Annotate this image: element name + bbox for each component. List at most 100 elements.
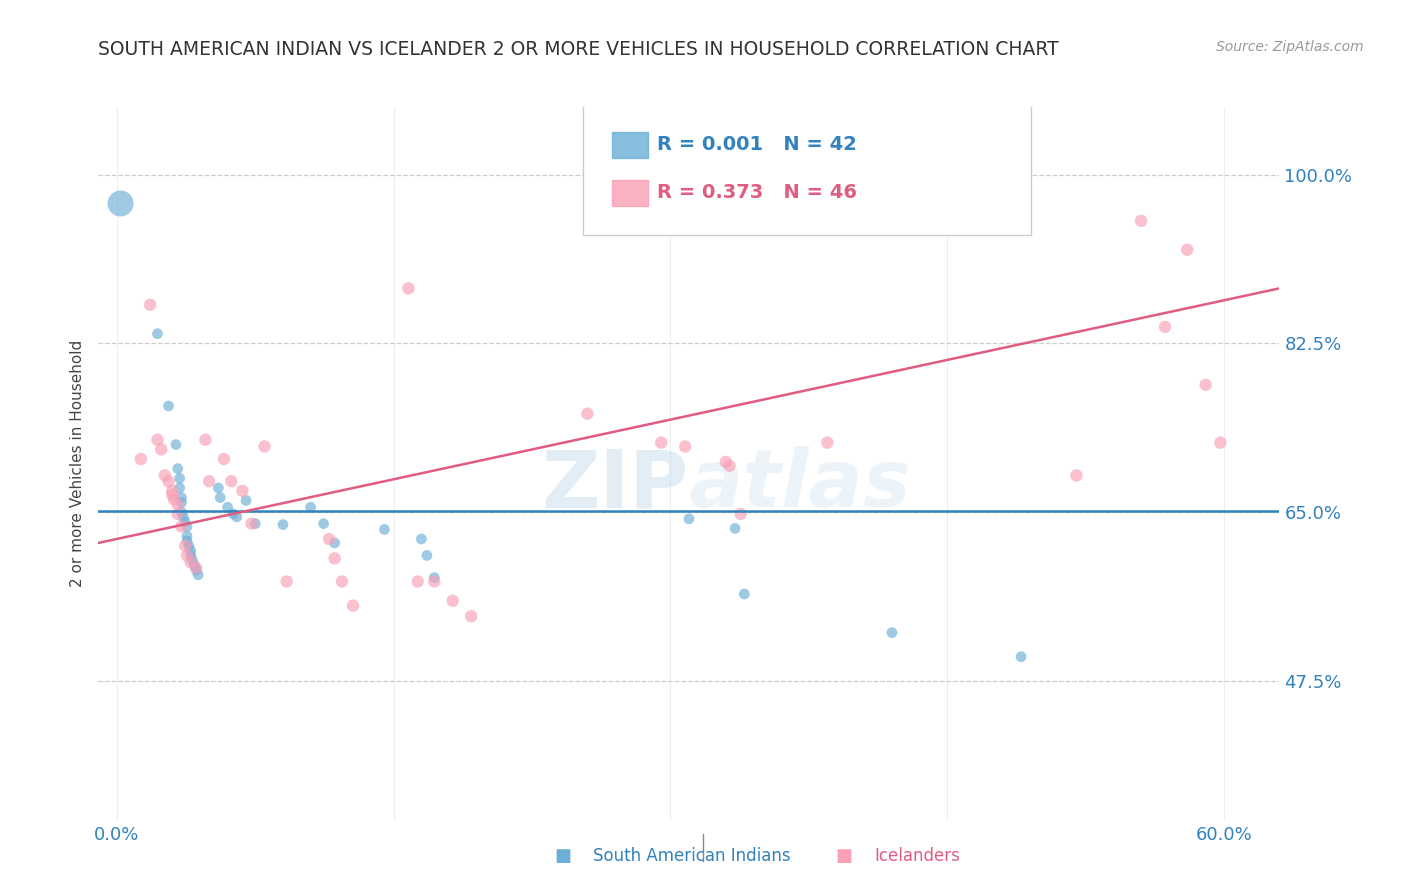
Text: Source: ZipAtlas.com: Source: ZipAtlas.com <box>1216 40 1364 54</box>
Point <box>198 474 221 488</box>
Point <box>174 539 197 553</box>
Point <box>217 500 239 515</box>
Text: ZIP: ZIP <box>541 446 689 524</box>
Point <box>1209 435 1232 450</box>
Point <box>176 519 198 533</box>
Point <box>460 609 482 624</box>
Point <box>231 483 253 498</box>
Point <box>1194 377 1216 392</box>
Point <box>157 399 180 413</box>
Point <box>299 500 322 515</box>
Point <box>1154 319 1177 334</box>
Point <box>330 574 353 589</box>
Point <box>169 481 191 495</box>
Point <box>207 481 229 495</box>
Point <box>576 407 599 421</box>
Point <box>162 488 183 502</box>
Point <box>183 558 205 573</box>
Point <box>163 492 186 507</box>
Point <box>441 594 464 608</box>
FancyBboxPatch shape <box>582 103 1032 235</box>
Point <box>678 512 700 526</box>
Point <box>880 625 903 640</box>
Text: ■: ■ <box>554 847 571 865</box>
Point <box>219 474 242 488</box>
Point <box>177 539 200 553</box>
Point <box>170 519 193 533</box>
Point <box>170 505 193 519</box>
Point <box>342 599 364 613</box>
Point <box>423 571 446 585</box>
Point <box>186 563 208 577</box>
Point <box>271 517 294 532</box>
Point <box>416 549 439 563</box>
Text: South American Indians: South American Indians <box>593 847 792 865</box>
Point <box>650 435 672 450</box>
Point <box>176 529 198 543</box>
Point <box>323 551 346 566</box>
Point <box>157 474 180 488</box>
Point <box>406 574 429 589</box>
Point <box>176 533 198 548</box>
Point <box>235 493 257 508</box>
Point <box>411 532 433 546</box>
Bar <box>612 132 648 158</box>
Point <box>318 532 340 546</box>
Text: atlas: atlas <box>689 446 911 524</box>
Point <box>718 458 741 473</box>
Point <box>396 281 419 295</box>
Point <box>170 495 193 509</box>
Text: SOUTH AMERICAN INDIAN VS ICELANDER 2 OR MORE VEHICLES IN HOUSEHOLD CORRELATION C: SOUTH AMERICAN INDIAN VS ICELANDER 2 OR … <box>98 40 1059 59</box>
Point <box>180 549 202 563</box>
Point <box>730 507 752 521</box>
Point <box>815 435 838 450</box>
Point <box>373 523 395 537</box>
Point <box>180 543 202 558</box>
Point <box>139 298 162 312</box>
Point <box>129 452 152 467</box>
Point <box>212 452 235 467</box>
Point <box>166 497 188 511</box>
Point <box>673 440 696 454</box>
Point <box>187 567 209 582</box>
Point <box>1010 649 1032 664</box>
Point <box>150 442 173 457</box>
Point <box>714 455 737 469</box>
Point <box>1130 214 1153 228</box>
Text: ■: ■ <box>835 847 852 865</box>
Point <box>176 549 198 563</box>
Point <box>245 516 267 531</box>
Point <box>423 574 446 589</box>
Y-axis label: 2 or more Vehicles in Household: 2 or more Vehicles in Household <box>69 340 84 588</box>
Point <box>165 437 187 451</box>
Point <box>276 574 298 589</box>
Point <box>172 509 194 524</box>
Point <box>253 440 276 454</box>
Point <box>180 555 202 569</box>
Point <box>724 521 747 535</box>
Point <box>733 587 755 601</box>
Point <box>1066 468 1088 483</box>
Bar <box>612 180 648 205</box>
Point <box>209 491 232 505</box>
Point <box>181 553 204 567</box>
Point <box>1175 243 1198 257</box>
Point <box>240 516 263 531</box>
Point <box>166 461 188 475</box>
Point <box>110 196 132 211</box>
Point <box>222 507 245 521</box>
Point <box>323 536 346 550</box>
Point <box>169 471 191 485</box>
Point <box>146 326 169 341</box>
Point <box>146 433 169 447</box>
Point <box>312 516 335 531</box>
Text: Icelanders: Icelanders <box>875 847 960 865</box>
Point <box>225 509 247 524</box>
Point <box>162 483 183 498</box>
Point <box>166 507 188 521</box>
Point <box>174 515 197 529</box>
Point <box>186 561 208 575</box>
Point <box>170 491 193 505</box>
Text: R = 0.373   N = 46: R = 0.373 N = 46 <box>657 183 858 202</box>
Point <box>153 468 176 483</box>
